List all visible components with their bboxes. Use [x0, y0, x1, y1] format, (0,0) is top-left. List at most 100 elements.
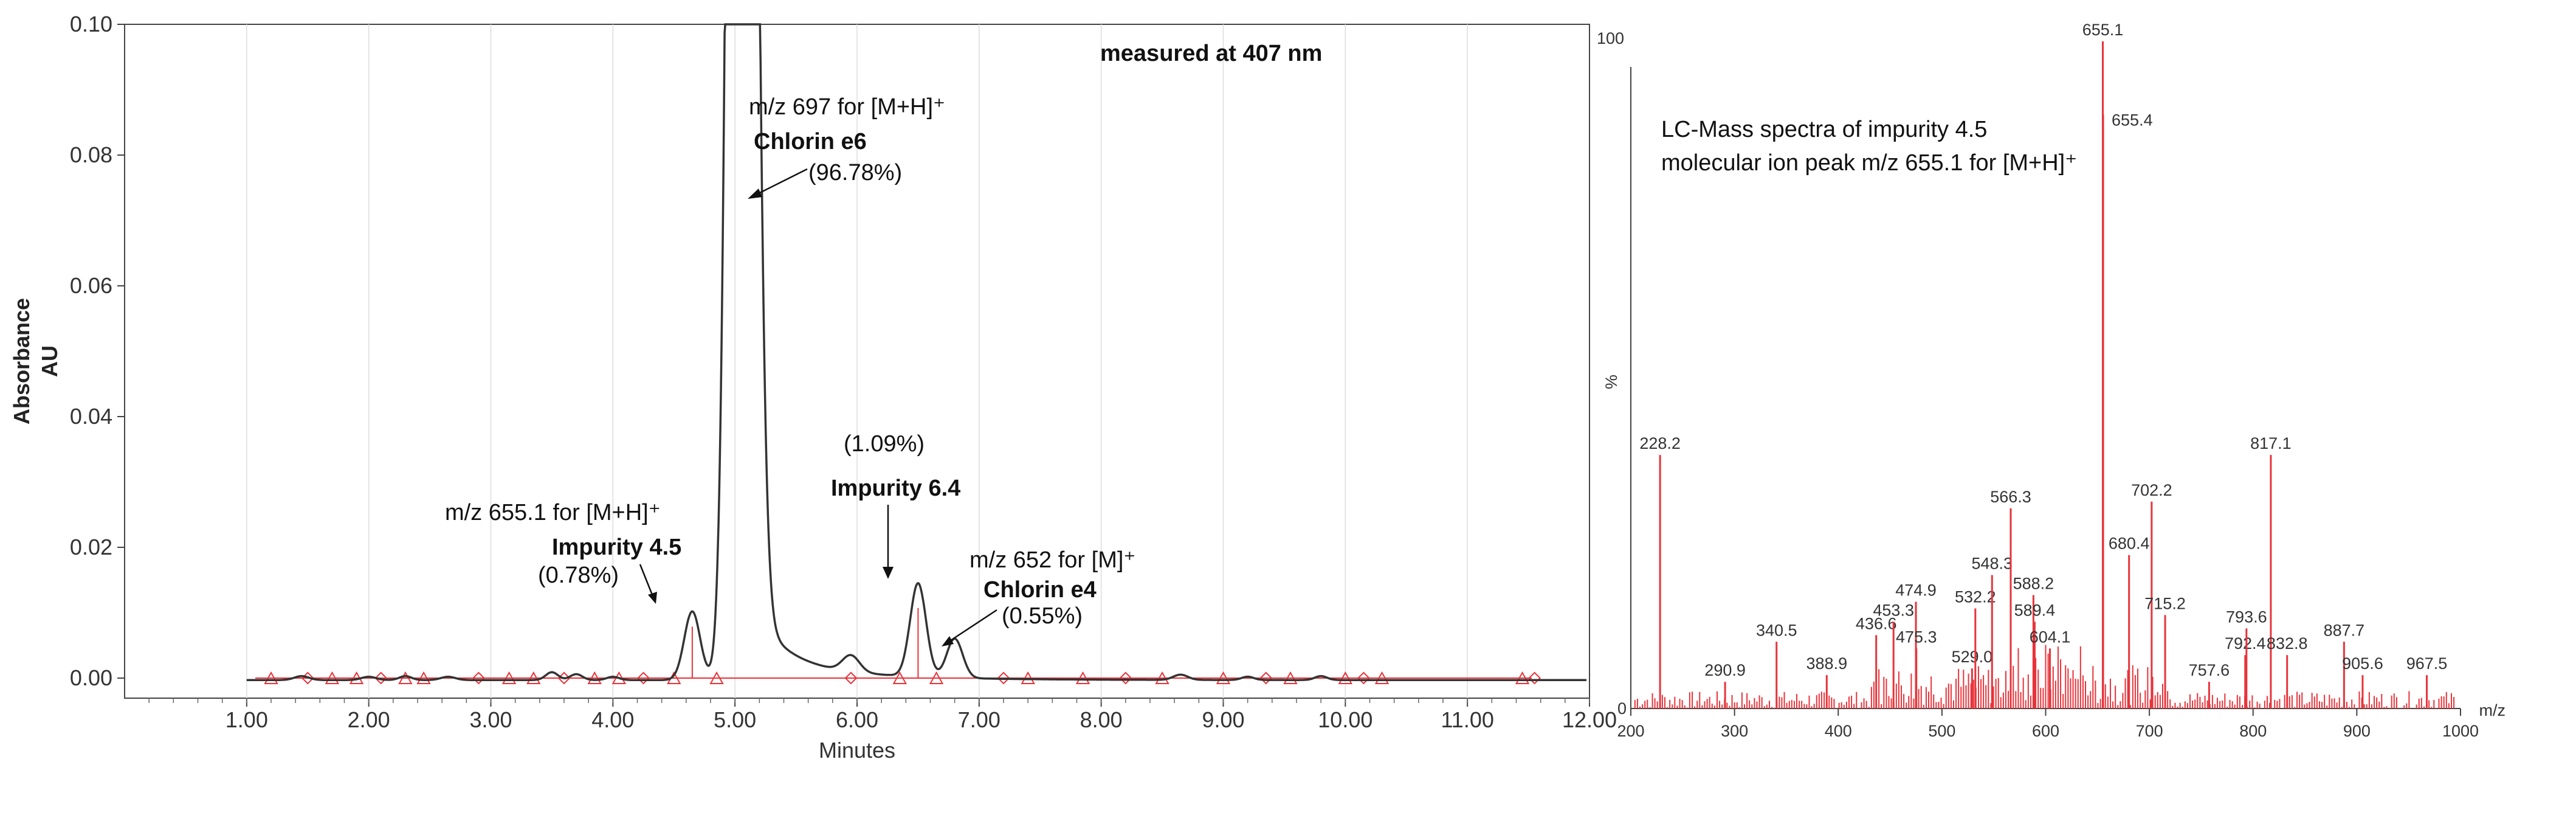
chromatogram-minor-ticks: [148, 698, 1590, 703]
mass-spectrum-chart: 200 300 400 500 600 700 800 900 1000 228.2290.93…: [1597, 21, 2505, 740]
chromatogram-y-axis-title: Absorbance: [9, 298, 34, 424]
ms-peak-label: 905.6: [2342, 654, 2383, 673]
baseline-event-triangle: [1216, 671, 1231, 684]
chromatogram-x-tick-label: 11.00: [1441, 707, 1493, 732]
impurity-4-5-arrow: [639, 564, 655, 598]
chromatogram-x-tick-label: 10.00: [1318, 707, 1372, 732]
chlorin-e4-name-label: Chlorin e4: [983, 577, 1097, 603]
ms-peak-label: 757.6: [2189, 661, 2230, 679]
chromatogram-y-tick-label: 0.08: [70, 142, 112, 167]
ms-y-axis-title: %: [1602, 375, 1620, 389]
chromatogram-x-tick-label: 1.00: [226, 707, 268, 732]
ms-peak-label: 604.1: [2030, 628, 2071, 646]
baseline-event-triangle: [1338, 671, 1353, 684]
chromatogram-title: measured at 407 nm: [1100, 41, 1322, 66]
chromatogram-x-tick-label: 4.00: [591, 707, 634, 732]
baseline-event-diamond: [844, 671, 858, 685]
baseline-event-triangle: [264, 671, 278, 684]
impurity-4-5-percent-label: (0.78%): [538, 563, 619, 588]
ms-title: LC-Mass spectra of impurity 4.5: [1661, 117, 1987, 142]
ms-peak-label: 290.9: [1704, 661, 1746, 679]
chromatogram-y-tick-label: 0.06: [70, 273, 112, 298]
chromatogram-x-tick-label: 7.00: [958, 707, 1000, 732]
baseline-event-diamond: [1259, 671, 1273, 685]
ms-peak-label: 228.2: [1639, 434, 1681, 452]
impurity-4-5-mz-label: m/z 655.1 for [M+H]⁺: [445, 500, 661, 525]
ms-peak-label: 340.5: [1756, 621, 1797, 639]
ms-peak-label: 548.3: [1971, 555, 2013, 573]
ms-x-tick-label: 1000: [2442, 722, 2479, 740]
chromatogram-x-tick-label: 3.00: [469, 707, 512, 732]
baseline-event-triangle: [587, 671, 602, 684]
ms-y-axis-min-label: 0: [1617, 699, 1627, 718]
ms-peak-label: 453.3: [1873, 601, 1914, 619]
chromatogram-x-tick-label: 2.00: [348, 707, 390, 732]
chromatogram-y-tick-label: 0.04: [70, 404, 112, 429]
ms-peak-label: 588.2: [2013, 575, 2054, 593]
chlorin-e6-name-label: Chlorin e6: [754, 129, 867, 154]
impurity-6-4-percent-label: (1.09%): [844, 431, 925, 457]
baseline-event-diamond: [1119, 671, 1132, 685]
ms-peak-label: 680.4: [2109, 535, 2150, 553]
chromatogram-chart: 0.00 0.02 0.04 0.06 0.08 0.10 1.00 2.00 3.00 4.0…: [9, 12, 1617, 763]
ms-x-tick-label: 200: [1617, 722, 1644, 740]
baseline-event-triangle: [1075, 671, 1090, 684]
ms-x-tick-label: 500: [1928, 722, 1955, 740]
baseline-event-triangle: [416, 671, 431, 684]
baseline-event-triangle: [1283, 671, 1298, 684]
baseline-event-triangle: [1155, 671, 1169, 684]
ms-peak-label: 832.8: [2267, 634, 2308, 653]
baseline-event-diamond: [997, 671, 1010, 685]
chlorin-e4-mz-label: m/z 652 for [M]⁺: [969, 547, 1135, 573]
ms-peak-label: 566.3: [1990, 488, 2031, 506]
chromatogram-trace: [246, 23, 1586, 681]
chromatogram-peak-drop-lines: [691, 608, 919, 678]
impurity-6-4-arrowhead: [883, 567, 894, 579]
ms-x-tick-label: 400: [1825, 722, 1852, 740]
ms-peak-label: 702.2: [2131, 481, 2172, 499]
ms-peak-label: 589.4: [2014, 601, 2056, 619]
chlorin-e4-percent-label: (0.55%): [1002, 603, 1083, 629]
chromatogram-y-tick-label: 0.00: [70, 665, 112, 690]
ms-peak-label: 529.0: [1952, 648, 1993, 666]
chromatogram-x-tick-label: 12.00: [1562, 707, 1617, 732]
ms-x-ticks: 200 300 400 500 600 700 800 900 1000: [1617, 708, 2479, 740]
ms-peak-label: 655.1: [2082, 21, 2124, 39]
ms-noise-peaks: [1634, 645, 2455, 708]
baseline-event-triangle: [929, 671, 944, 684]
baseline-event-diamond: [1357, 671, 1370, 685]
baseline-event-triangle: [1515, 671, 1530, 684]
chromatogram-y-tick-label: 0.10: [70, 12, 112, 36]
chromatogram-x-tick-label: 9.00: [1202, 707, 1244, 732]
ms-peak-label: 388.9: [1806, 654, 1848, 673]
chromatogram-x-tick-label: 8.00: [1080, 707, 1123, 732]
ms-peak-label: 967.5: [2406, 654, 2448, 673]
ms-peak-label: 817.1: [2250, 434, 2292, 452]
impurity-4-5-name-label: Impurity 4.5: [552, 535, 681, 560]
baseline-event-triangle: [1374, 671, 1390, 684]
ms-peak-label: 475.3: [1896, 628, 1937, 646]
impurity-6-4-name-label: Impurity 6.4: [831, 476, 960, 501]
chromatogram-x-tick-label: 5.00: [714, 707, 756, 732]
ms-subtitle: molecular ion peak m/z 655.1 for [M+H]⁺: [1661, 150, 2077, 176]
baseline-event-triangle: [398, 671, 413, 684]
chlorin-e6-arrow: [752, 168, 808, 198]
ms-peak-label: 887.7: [2324, 621, 2365, 639]
ms-peak-label: 436.6: [1856, 614, 1897, 632]
ms-peak-label: 474.9: [1895, 581, 1937, 599]
ms-peak-label: 793.6: [2226, 608, 2267, 626]
baseline-event-diamond: [374, 671, 388, 685]
chromatogram-x-ticks: 1.00 2.00 3.00 4.00 5.00 6.00 7.00 8.00 9.00 10.0…: [226, 698, 1617, 732]
ms-x-tick-label: 800: [2239, 722, 2267, 740]
chromatogram-baseline-markers: [264, 671, 1541, 685]
baseline-event-triangle: [892, 671, 907, 684]
baseline-event-diamond: [637, 671, 650, 685]
chromatogram-x-axis-title: Minutes: [819, 738, 895, 763]
baseline-event-triangle: [709, 671, 724, 684]
ms-y-axis-max-label: 100: [1597, 29, 1624, 47]
chlorin-e6-percent-label: (96.78%): [808, 160, 902, 185]
ms-peak-label: 655.4: [2112, 111, 2153, 130]
ms-x-axis-title: m/z: [2479, 701, 2506, 719]
